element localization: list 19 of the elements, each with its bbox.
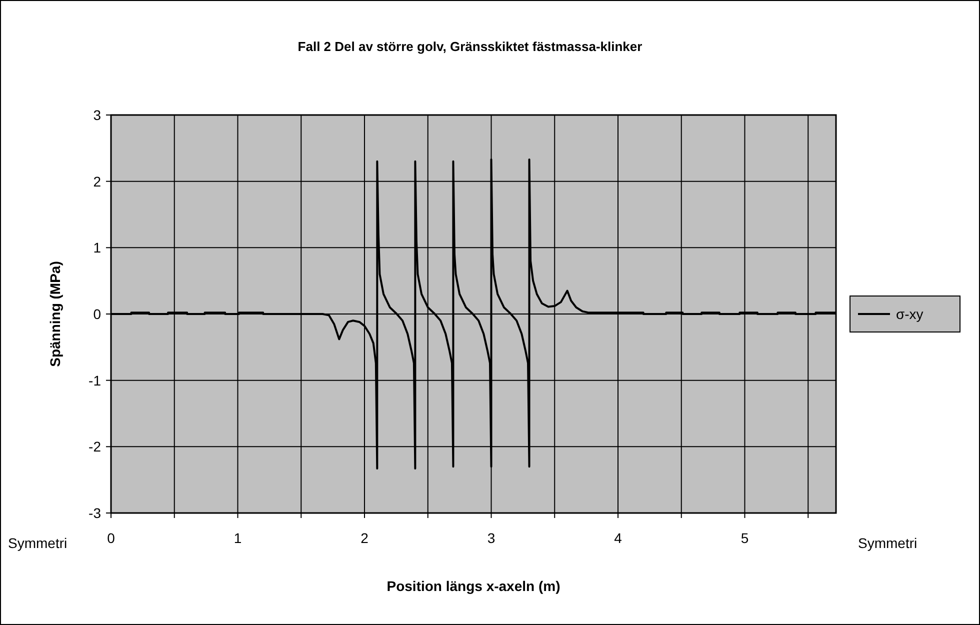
y-tick-label: -3 [88,505,102,521]
y-tick-label: -2 [88,438,102,455]
x-tick-label: 1 [234,530,242,546]
x-tick-label: 4 [614,530,622,546]
text: Symmetri [8,535,68,551]
x-axis-title: Position längs x-axeln (m) [386,578,560,594]
y-tick-label: 1 [93,240,102,256]
legend-label: σ-xy [896,306,924,322]
chart-title: Fall 2 Del av större golv, Gränsskiktet fästmassa-klinker [298,39,642,54]
x-tick-label: 0 [107,530,116,546]
y-tick-label: 2 [93,173,102,190]
y-tick-label: 0 [93,306,102,322]
text: Symmetri [858,535,918,551]
x-tick-label: 3 [487,530,496,546]
x-tick-label: 5 [740,530,749,546]
y-tick-label: -1 [88,372,102,388]
x-tick-label: 2 [360,530,369,546]
y-tick-label: 3 [93,107,102,123]
y-axis-title: Spänning (MPa) [47,261,63,367]
